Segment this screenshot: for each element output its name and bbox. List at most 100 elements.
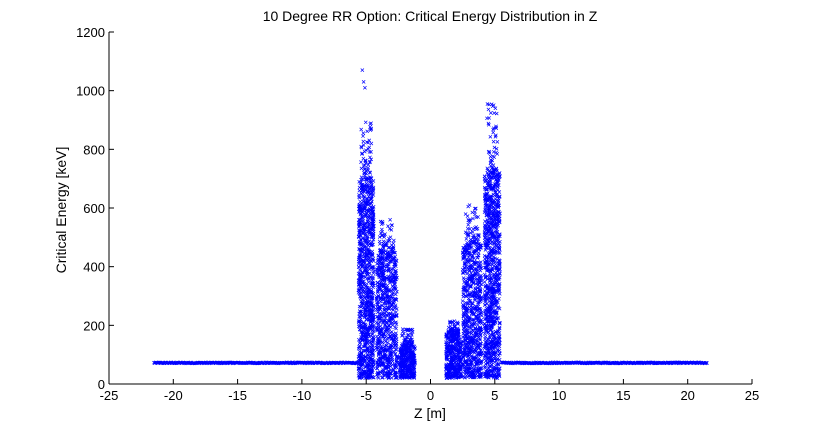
data-point xyxy=(366,280,371,284)
data-point xyxy=(388,217,392,222)
data-point xyxy=(483,323,488,328)
data-point xyxy=(471,329,476,333)
data-point xyxy=(445,369,450,374)
data-point xyxy=(705,361,709,365)
data-point xyxy=(491,367,496,372)
data-point xyxy=(369,150,373,154)
data-point xyxy=(460,299,465,303)
data-point xyxy=(366,362,371,366)
data-point xyxy=(494,146,499,151)
point-cluster xyxy=(397,327,417,380)
data-point xyxy=(479,245,483,250)
data-point xyxy=(496,183,501,188)
data-point xyxy=(378,277,383,282)
data-point xyxy=(406,328,411,333)
data-point xyxy=(491,127,495,132)
data-point xyxy=(462,280,467,285)
data-point xyxy=(366,168,370,172)
data-point xyxy=(371,259,376,263)
data-point xyxy=(370,182,374,187)
data-point xyxy=(380,346,384,351)
data-point xyxy=(357,354,362,358)
data-point xyxy=(451,336,456,341)
data-point xyxy=(488,271,492,276)
data-point xyxy=(371,223,376,228)
data-point xyxy=(370,351,375,355)
data-point xyxy=(356,220,361,225)
data-point xyxy=(476,300,480,305)
data-point xyxy=(370,199,374,204)
data-point xyxy=(370,253,375,258)
data-point xyxy=(360,215,365,220)
data-point xyxy=(483,219,487,224)
data-point xyxy=(497,296,501,301)
data-point xyxy=(485,301,489,306)
data-point xyxy=(495,300,500,305)
data-point xyxy=(469,344,474,349)
data-point xyxy=(391,274,396,278)
data-point xyxy=(392,306,397,310)
data-point xyxy=(483,248,488,252)
data-point xyxy=(483,365,487,370)
data-point xyxy=(401,329,405,334)
data-point xyxy=(492,145,497,150)
data-point xyxy=(389,271,393,275)
data-point xyxy=(467,218,471,222)
data-point xyxy=(371,281,376,286)
data-point xyxy=(404,373,408,378)
data-point xyxy=(310,361,315,366)
data-point xyxy=(380,375,384,380)
data-point xyxy=(489,253,494,258)
data-point xyxy=(471,294,475,298)
data-point xyxy=(389,317,394,322)
data-point xyxy=(361,143,366,147)
data-point xyxy=(493,301,498,306)
data-point xyxy=(478,333,483,337)
data-point xyxy=(367,242,372,247)
data-point xyxy=(362,170,366,175)
data-point xyxy=(467,318,471,322)
data-point xyxy=(491,130,496,135)
data-point xyxy=(366,257,371,262)
data-point xyxy=(491,139,496,144)
data-point xyxy=(484,324,489,328)
data-point xyxy=(491,372,496,377)
data-point xyxy=(496,362,501,367)
data-point xyxy=(466,296,471,301)
data-point xyxy=(465,332,469,336)
data-point xyxy=(364,211,369,215)
data-point xyxy=(497,351,502,356)
data-point xyxy=(369,185,374,190)
data-point xyxy=(377,356,381,360)
data-point xyxy=(362,223,367,227)
data-point xyxy=(407,343,412,348)
data-point xyxy=(465,366,470,370)
data-point xyxy=(378,257,383,262)
data-point xyxy=(400,333,404,338)
data-point xyxy=(401,369,406,373)
data-point xyxy=(402,375,407,380)
data-point xyxy=(445,376,449,380)
data-point xyxy=(484,261,488,265)
data-point xyxy=(358,232,362,237)
data-point xyxy=(483,224,488,229)
data-point xyxy=(484,213,489,218)
data-point xyxy=(381,375,385,380)
data-point xyxy=(375,290,380,295)
data-point xyxy=(376,289,380,294)
data-point xyxy=(362,300,367,305)
data-point xyxy=(450,320,454,324)
data-point xyxy=(462,366,466,370)
data-point xyxy=(468,283,473,288)
data-point xyxy=(468,291,473,295)
data-point xyxy=(461,335,465,340)
data-point xyxy=(456,322,460,326)
data-point xyxy=(487,236,491,241)
data-point xyxy=(356,290,361,295)
data-point xyxy=(479,373,484,378)
data-point xyxy=(482,357,487,362)
data-point xyxy=(358,199,363,204)
data-point xyxy=(484,192,489,196)
data-point xyxy=(467,203,472,207)
